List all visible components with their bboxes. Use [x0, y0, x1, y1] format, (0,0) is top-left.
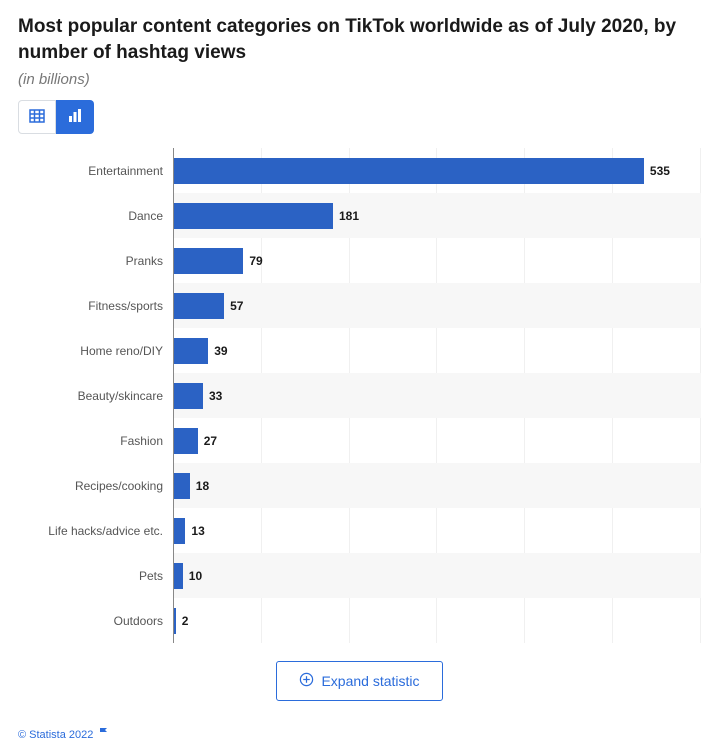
category-label: Home reno/DIY	[18, 328, 173, 373]
bar-row: 10	[174, 553, 701, 598]
bar-value-label: 13	[191, 524, 204, 538]
category-label: Recipes/cooking	[18, 463, 173, 508]
bar[interactable]	[174, 158, 644, 184]
bar-row: 535	[174, 148, 701, 193]
bar-value-label: 39	[214, 344, 227, 358]
chart-title: Most popular content categories on TikTo…	[18, 14, 701, 65]
category-label: Pranks	[18, 238, 173, 283]
bar[interactable]	[174, 563, 183, 589]
bar[interactable]	[174, 248, 243, 274]
chart-subtitle: (in billions)	[18, 71, 701, 88]
bar[interactable]	[174, 428, 198, 454]
category-label: Life hacks/advice etc.	[18, 508, 173, 553]
bar[interactable]	[174, 383, 203, 409]
plus-circle-icon	[299, 672, 314, 690]
bar-row: 79	[174, 238, 701, 283]
table-view-button[interactable]	[18, 100, 56, 134]
expand-button-label: Expand statistic	[321, 673, 419, 689]
bar-row: 27	[174, 418, 701, 463]
category-label: Outdoors	[18, 598, 173, 643]
bar-row: 39	[174, 328, 701, 373]
chart-area: EntertainmentDancePranksFitness/sportsHo…	[18, 148, 701, 643]
bar-value-label: 2	[182, 614, 189, 628]
flag-icon[interactable]	[99, 727, 109, 742]
view-toggle-group	[18, 100, 701, 134]
bar-row: 2	[174, 598, 701, 643]
y-axis-labels: EntertainmentDancePranksFitness/sportsHo…	[18, 148, 173, 643]
bars-container: 535 181 79 57 39 33 27 18 13 10 2	[174, 148, 701, 643]
bar[interactable]	[174, 293, 224, 319]
bar[interactable]	[174, 338, 208, 364]
bar-value-label: 181	[339, 209, 359, 223]
bar-value-label: 535	[650, 164, 670, 178]
chart-view-button[interactable]	[56, 100, 94, 134]
bar-value-label: 27	[204, 434, 217, 448]
category-label: Fashion	[18, 418, 173, 463]
category-label: Pets	[18, 553, 173, 598]
category-label: Fitness/sports	[18, 283, 173, 328]
bar-value-label: 79	[249, 254, 262, 268]
bar-row: 181	[174, 193, 701, 238]
bar-value-label: 33	[209, 389, 222, 403]
bar[interactable]	[174, 203, 333, 229]
category-label: Dance	[18, 193, 173, 238]
bar[interactable]	[174, 518, 185, 544]
plot-area: 535 181 79 57 39 33 27 18 13 10 2	[173, 148, 701, 643]
bar-row: 33	[174, 373, 701, 418]
bar-row: 57	[174, 283, 701, 328]
bar-value-label: 18	[196, 479, 209, 493]
bar-chart-icon	[67, 108, 83, 127]
bar-row: 13	[174, 508, 701, 553]
category-label: Beauty/skincare	[18, 373, 173, 418]
bar-row: 18	[174, 463, 701, 508]
bar-value-label: 57	[230, 299, 243, 313]
bar[interactable]	[174, 473, 190, 499]
expand-statistic-button[interactable]: Expand statistic	[276, 661, 442, 701]
table-icon	[29, 108, 45, 127]
category-label: Entertainment	[18, 148, 173, 193]
footer: © Statista 2022	[18, 727, 701, 742]
bar[interactable]	[174, 608, 176, 634]
bar-value-label: 10	[189, 569, 202, 583]
